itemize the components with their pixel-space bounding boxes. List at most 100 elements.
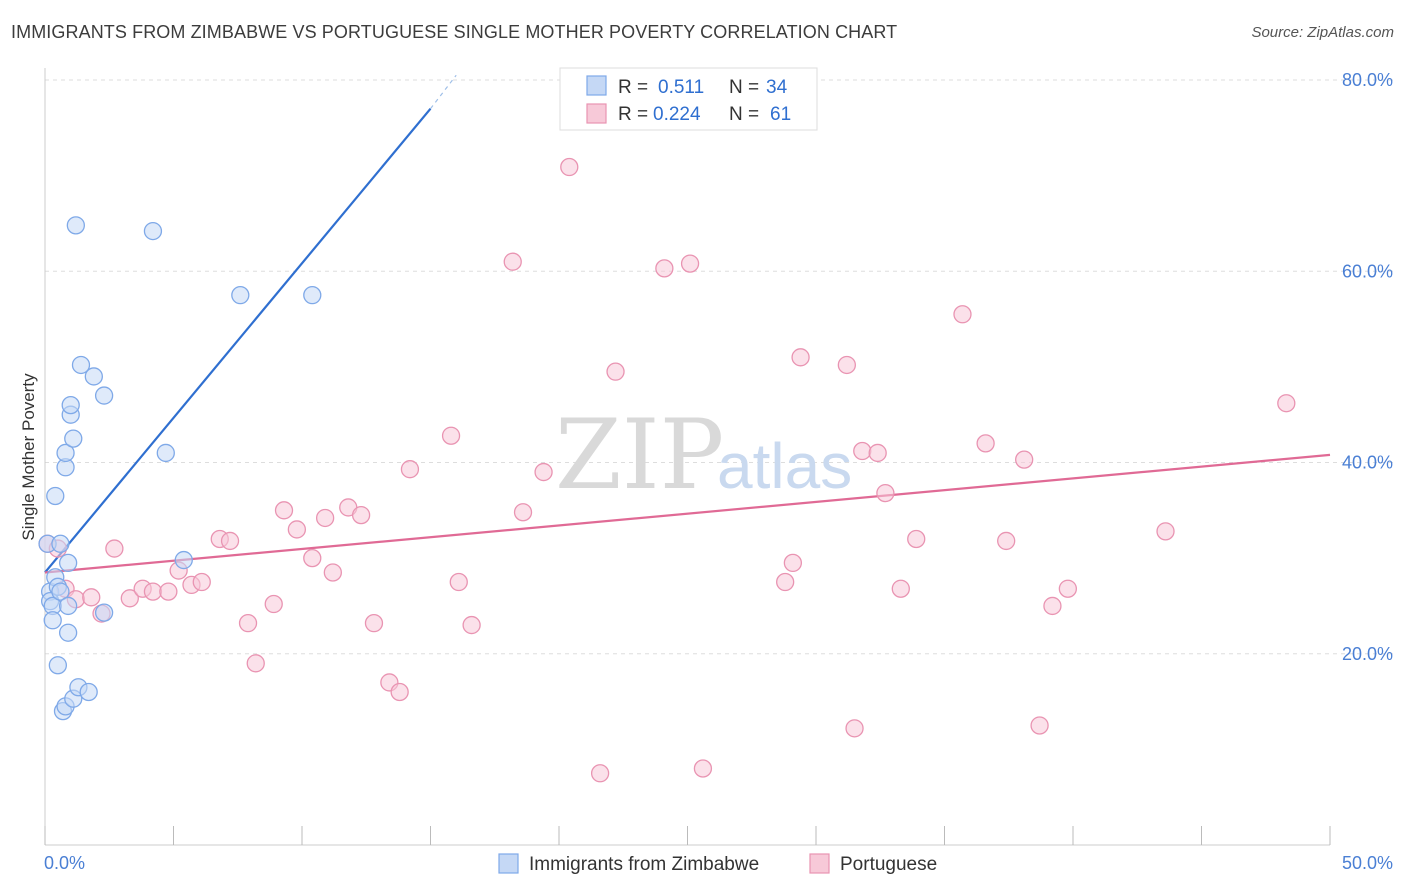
- grid: [45, 79, 1393, 655]
- legend-n-label-portuguese: N =: [729, 104, 759, 125]
- portuguese-point-31[interactable]: [449, 572, 468, 592]
- zimbabwe-point-16[interactable]: [58, 623, 78, 642]
- portuguese-point-57[interactable]: [1043, 596, 1062, 616]
- portuguese-point-53[interactable]: [976, 434, 995, 453]
- trend-line-portuguese: [44, 453, 1331, 574]
- portuguese-point-34[interactable]: [513, 503, 533, 522]
- portuguese-point-28[interactable]: [390, 682, 409, 702]
- portuguese-point-30[interactable]: [441, 426, 461, 445]
- zimbabwe-point-9[interactable]: [51, 534, 70, 553]
- watermark-atlas: atlas: [717, 430, 852, 502]
- portuguese-point-7[interactable]: [120, 589, 139, 608]
- y-tick-label-20: 20.0%: [1342, 644, 1393, 664]
- stats-legend: R = 0.511 N = 34 R = 0.224 N = 61: [559, 67, 818, 131]
- zimbabwe-point-27[interactable]: [94, 386, 114, 405]
- series-legend-swatch-zimbabwe: [498, 853, 519, 874]
- zimbabwe-point-24[interactable]: [71, 355, 91, 375]
- portuguese-point-36[interactable]: [560, 157, 579, 177]
- portuguese-point-43[interactable]: [783, 553, 803, 573]
- zimbabwe-point-13[interactable]: [56, 443, 75, 463]
- zimbabwe-point-31[interactable]: [174, 550, 193, 570]
- series-legend-swatch-portuguese: [809, 853, 830, 874]
- portuguese-point-19[interactable]: [274, 501, 294, 520]
- y-tick-label-60: 60.0%: [1342, 261, 1393, 281]
- series-legend-label-portuguese: Portuguese: [840, 854, 937, 875]
- portuguese-point-60[interactable]: [1277, 394, 1296, 413]
- portuguese-point-25[interactable]: [351, 505, 371, 525]
- portuguese-point-10[interactable]: [159, 582, 178, 601]
- zimbabwe-point-32[interactable]: [231, 286, 250, 305]
- zimbabwe-point-26[interactable]: [84, 367, 103, 386]
- portuguese-point-4[interactable]: [82, 588, 101, 607]
- trend-line-zimbabwe-extension: [430, 74, 457, 110]
- portuguese-point-41[interactable]: [693, 759, 713, 778]
- zimbabwe-point-33[interactable]: [303, 286, 322, 305]
- portuguese-point-38[interactable]: [606, 362, 625, 381]
- zimbabwe-point-5[interactable]: [46, 486, 65, 506]
- portuguese-point-49[interactable]: [876, 483, 895, 503]
- portuguese-point-48[interactable]: [868, 443, 887, 463]
- portuguese-point-29[interactable]: [400, 460, 420, 479]
- legend-swatch-zimbabwe: [586, 75, 607, 96]
- portuguese-point-35[interactable]: [534, 462, 553, 482]
- zimbabwe-point-4[interactable]: [43, 611, 62, 630]
- zimbabwe-point-29[interactable]: [143, 221, 163, 241]
- legend-r-label-portuguese: R =: [618, 104, 648, 125]
- zimbabwe-point-15[interactable]: [58, 553, 78, 573]
- zimbabwe-points: [38, 216, 322, 721]
- legend-r-label-zimbabwe: R =: [618, 77, 648, 98]
- portuguese-point-44[interactable]: [791, 348, 810, 367]
- zimbabwe-point-8[interactable]: [48, 656, 67, 675]
- portuguese-point-58[interactable]: [1058, 579, 1078, 598]
- zimbabwe-point-20[interactable]: [64, 429, 83, 448]
- portuguese-point-33[interactable]: [503, 252, 522, 271]
- portuguese-point-40[interactable]: [680, 254, 700, 273]
- portuguese-point-13[interactable]: [192, 572, 211, 592]
- legend-n-label-zimbabwe: N =: [729, 77, 759, 98]
- y-axis-label: Single Mother Poverty: [19, 373, 38, 541]
- portuguese-point-55[interactable]: [1015, 450, 1034, 469]
- chart-title: IMMIGRANTS FROM ZIMBABWE VS PORTUGUESE S…: [11, 22, 898, 42]
- zimbabwe-point-30[interactable]: [156, 443, 175, 463]
- y-tick-labels: 20.0% 40.0% 60.0% 80.0%: [1342, 70, 1393, 664]
- zimbabwe-point-25[interactable]: [79, 682, 98, 702]
- trend-lines: [44, 74, 1331, 574]
- portuguese-point-18[interactable]: [264, 594, 283, 614]
- portuguese-point-6[interactable]: [105, 539, 124, 558]
- portuguese-point-39[interactable]: [655, 259, 674, 278]
- legend-swatch-portuguese: [586, 103, 607, 124]
- portuguese-point-9[interactable]: [143, 582, 163, 601]
- portuguese-point-50[interactable]: [891, 579, 910, 598]
- portuguese-point-20[interactable]: [287, 520, 307, 539]
- y-tick-label-80: 80.0%: [1342, 70, 1393, 90]
- portuguese-point-51[interactable]: [907, 529, 926, 549]
- portuguese-point-45[interactable]: [837, 355, 856, 375]
- portuguese-point-22[interactable]: [315, 508, 335, 528]
- portuguese-point-54[interactable]: [997, 531, 1016, 551]
- portuguese-point-23[interactable]: [323, 563, 342, 582]
- zimbabwe-point-22[interactable]: [66, 216, 85, 235]
- portuguese-point-47[interactable]: [853, 441, 872, 461]
- watermark: ZIP atlas: [555, 399, 852, 511]
- portuguese-point-59[interactable]: [1156, 522, 1175, 541]
- portuguese-point-16[interactable]: [238, 614, 258, 633]
- portuguese-point-56[interactable]: [1030, 716, 1049, 735]
- x-tick-label-min: 0.0%: [44, 853, 85, 873]
- zimbabwe-point-19[interactable]: [61, 395, 80, 415]
- portuguese-point-21[interactable]: [303, 548, 322, 568]
- portuguese-point-32[interactable]: [462, 615, 481, 635]
- x-tick-label-max: 50.0%: [1342, 853, 1393, 873]
- zimbabwe-point-17[interactable]: [58, 596, 78, 616]
- portuguese-point-15[interactable]: [220, 531, 240, 551]
- trend-line-zimbabwe: [44, 107, 432, 574]
- portuguese-point-46[interactable]: [845, 719, 864, 738]
- zimbabwe-point-10[interactable]: [51, 582, 70, 601]
- portuguese-point-52[interactable]: [953, 305, 972, 324]
- zimbabwe-point-28[interactable]: [94, 603, 114, 622]
- portuguese-point-17[interactable]: [246, 654, 265, 673]
- portuguese-point-26[interactable]: [364, 614, 384, 633]
- portuguese-point-37[interactable]: [590, 764, 610, 783]
- portuguese-point-42[interactable]: [776, 572, 795, 592]
- series-legend: Immigrants from Zimbabwe Portuguese: [498, 853, 937, 875]
